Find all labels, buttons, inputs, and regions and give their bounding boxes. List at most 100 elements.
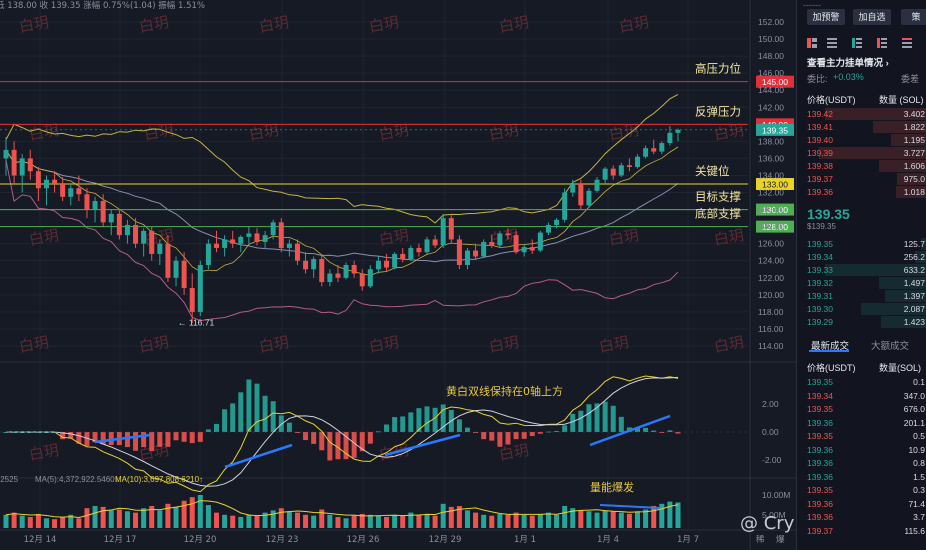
layout-depth-icon[interactable]	[902, 38, 912, 50]
watermark-text: 白玥	[368, 333, 401, 356]
ask-qty: 1.195	[903, 135, 925, 145]
macd-histogram-bar	[294, 432, 300, 433]
candle-body	[76, 188, 82, 195]
macd-histogram-bar	[262, 395, 268, 432]
macd-histogram-bar	[424, 406, 430, 432]
ratio-value: +0.03%	[833, 72, 864, 82]
bid-row[interactable]: 139.29 1.423	[797, 316, 926, 328]
bid-qty: 633.2	[903, 265, 925, 275]
ask-row[interactable]: 139.37 975.0	[797, 173, 926, 185]
bid-price: 139.30	[807, 304, 833, 314]
candle-body	[230, 239, 236, 244]
macd-histogram-bar	[286, 422, 292, 432]
candle-body	[149, 230, 155, 254]
price-tick-label: 122.00	[758, 273, 784, 283]
ask-row[interactable]: 139.42 3.402	[797, 108, 926, 120]
macd-histogram-bar	[489, 432, 495, 441]
ask-row[interactable]: 139.41 1.822	[797, 121, 926, 133]
volume-bar	[473, 512, 479, 528]
trades-qty-header: 数量(SOL)	[879, 363, 922, 373]
orderbook-price-header: 价格(USDT)	[807, 95, 856, 105]
candle-body	[222, 239, 228, 248]
candle-body	[11, 149, 17, 176]
price-tick-label: 130.00	[758, 205, 784, 215]
candle-body	[432, 239, 438, 246]
candlestick-chart[interactable]: 白玥 白玥 白玥 白玥 白玥 白玥 白玥 白玥 白玥 白玥 白玥 白玥 白玥 白玥 白玥 白玥 白玥 白玥 白玥 白玥…	[0, 0, 796, 550]
volume-bar	[651, 506, 657, 528]
ratio-right-label: 委差	[901, 74, 920, 84]
macd-histogram-bar	[586, 404, 592, 432]
bid-row[interactable]: 139.34 256.2	[797, 251, 926, 263]
bid-row[interactable]: 139.31 1.397	[797, 290, 926, 302]
candle-body	[440, 218, 446, 246]
whale-orders-link[interactable]: 查看主力挂单情况 ›	[807, 58, 889, 69]
volume-bar	[359, 513, 365, 528]
volume-bar	[230, 515, 236, 528]
volume-bar	[246, 514, 252, 528]
volume-bar	[173, 506, 179, 528]
volume-bar	[432, 515, 438, 528]
candle-body	[675, 129, 681, 133]
candle-body	[52, 179, 58, 184]
volume-bar	[189, 497, 195, 528]
candle-body	[667, 132, 673, 144]
layout-asks-icon[interactable]	[852, 38, 862, 50]
layout-sell-icon[interactable]	[877, 38, 887, 50]
ask-row[interactable]: 139.39 3.727	[797, 147, 926, 159]
macd-histogram-bar	[505, 432, 511, 445]
volume-bar	[238, 517, 244, 528]
ask-row[interactable]: 139.36 1.018	[797, 186, 926, 198]
volume-bar	[643, 509, 649, 528]
candle-body	[521, 247, 527, 253]
add-watchlist-button[interactable]: 加自选	[853, 9, 891, 25]
ask-price: 139.37	[807, 174, 833, 184]
trade-qty: 1.5	[913, 471, 925, 482]
bid-row[interactable]: 139.32 1.497	[797, 277, 926, 289]
price-tick-label: 116.00	[758, 324, 784, 334]
macd-tick-label: 2.00	[762, 399, 779, 409]
volume-bar	[594, 512, 600, 528]
time-tick-label: 12月 14	[24, 535, 57, 545]
add-alert-button[interactable]: 加预警	[807, 9, 845, 25]
trades-price-header: 价格(USDT)	[807, 363, 856, 373]
watermark-text: 白玥	[143, 121, 176, 144]
layout-bids-icon[interactable]	[827, 38, 837, 50]
candle-body	[578, 184, 584, 206]
bid-price: 139.31	[807, 291, 833, 301]
time-tick-label: 1月 1	[514, 535, 536, 545]
volume-bar	[84, 508, 90, 528]
bid-row[interactable]: 139.35 125.7	[797, 238, 926, 250]
candle-body	[375, 260, 381, 270]
volume-bar	[222, 514, 228, 528]
ask-row[interactable]: 139.38 1.606	[797, 160, 926, 172]
bid-row[interactable]: 139.33 633.2	[797, 264, 926, 276]
tab-large-trades[interactable]: 大额成交	[871, 341, 910, 352]
candle-body	[254, 233, 260, 242]
macd-histogram-bar	[230, 403, 236, 432]
tab-active-underline	[809, 350, 849, 352]
tab-latest-trades[interactable]: 最新成交	[811, 341, 850, 352]
volume-bar	[262, 512, 268, 528]
macd-histogram-bar	[351, 432, 357, 458]
volume-bar	[60, 517, 66, 528]
ask-row[interactable]: 139.40 1.195	[797, 134, 926, 146]
depth-bar	[897, 173, 926, 185]
strategy-button[interactable]: 策	[901, 9, 926, 25]
level-label: 底部支撑	[695, 207, 741, 221]
macd-dif-line	[6, 375, 679, 493]
volume-bar	[19, 515, 25, 528]
bid-row[interactable]: 139.30 2.087	[797, 303, 926, 315]
volume-bar	[11, 512, 17, 528]
ask-qty: 1.606	[903, 161, 925, 171]
price-tick-label: 136.00	[758, 153, 784, 163]
candle-body	[197, 265, 203, 312]
layout-both-icon[interactable]	[807, 38, 817, 50]
macd-histogram-bar	[408, 412, 414, 432]
candle-body	[108, 213, 114, 223]
macd-histogram-bar	[359, 432, 365, 452]
candle-body	[43, 179, 49, 189]
volume-bar	[278, 508, 284, 528]
macd-histogram-bar	[149, 432, 155, 452]
ask-qty: 3.727	[903, 148, 925, 158]
